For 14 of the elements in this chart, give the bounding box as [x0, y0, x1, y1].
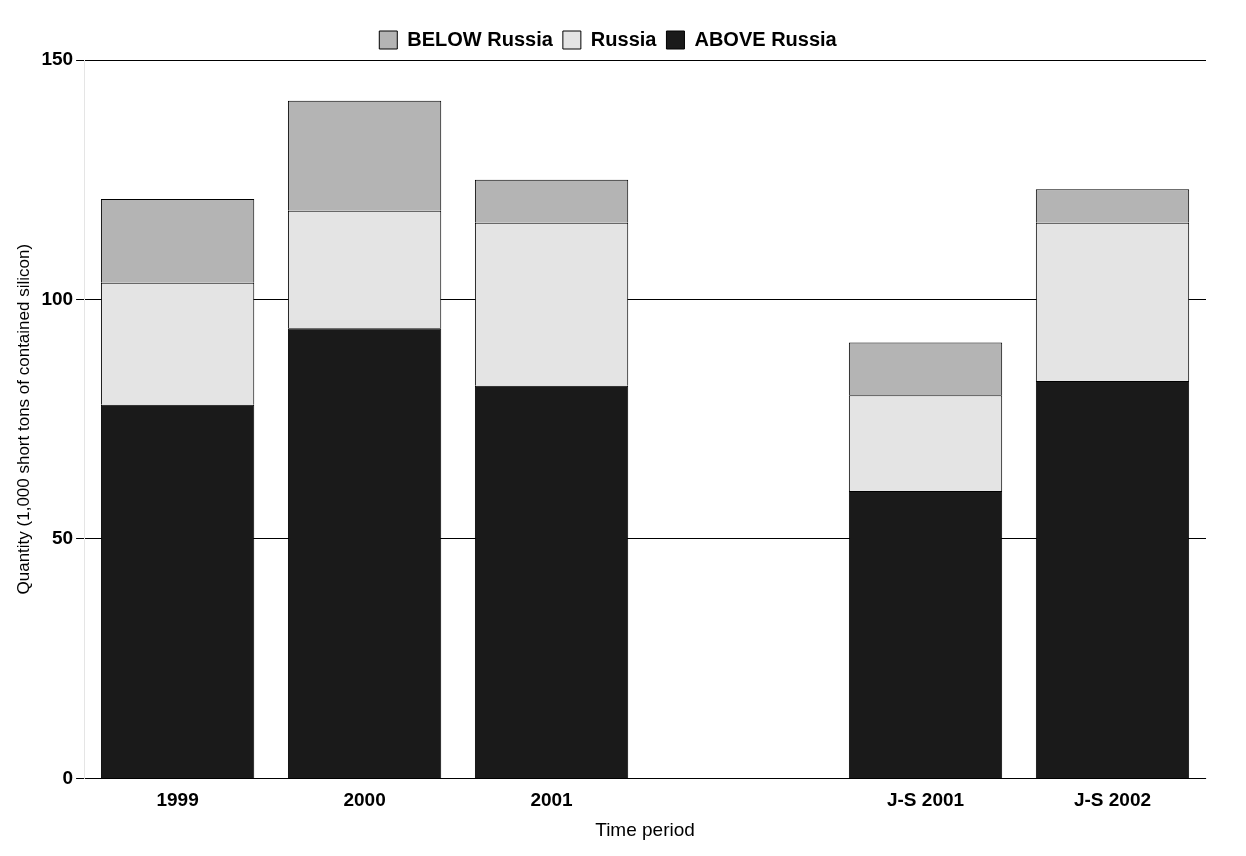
y-tick-label: 150	[41, 48, 74, 70]
x-tick-label: 2001	[530, 789, 574, 811]
legend-label: ABOVE Russia	[694, 27, 838, 50]
x-tick-label: 1999	[156, 789, 199, 811]
x-axis-title: Time period	[595, 818, 695, 840]
y-tick-label: 0	[62, 766, 74, 788]
legend-label: BELOW Russia	[407, 27, 554, 50]
legend-label: Russia	[590, 27, 658, 50]
x-tick-label: J-S 2002	[1073, 789, 1152, 811]
x-tick-label: 2000	[343, 789, 386, 811]
y-tick-label: 50	[51, 527, 74, 549]
y-tick-label: 100	[41, 287, 74, 309]
x-tick-label: J-S 2001	[886, 789, 965, 811]
y-axis-title: Quantity (1,000 short tons of contained silicon)	[13, 243, 33, 595]
